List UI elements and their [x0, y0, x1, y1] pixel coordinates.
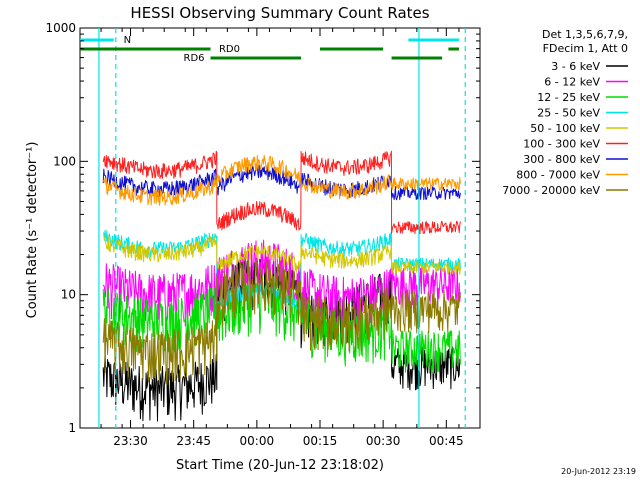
status-label-rd0: RD0 — [219, 44, 240, 55]
x-tick-label-2: 00:00 — [240, 434, 275, 448]
y-axis: 1 10 100 1000 — [45, 21, 480, 435]
x-tick-label-4: 00:30 — [366, 434, 401, 448]
legend-label-1: 6 - 12 keV — [544, 76, 600, 89]
x-axis-label: Start Time (20-Jun-12 23:18:02) — [176, 458, 384, 473]
status-label-n: N — [124, 35, 131, 46]
plot-area: N RD0 RD6 — [79, 27, 481, 429]
y-tick-label-3: 1000 — [45, 21, 76, 35]
plot-frame — [79, 27, 481, 429]
series-line-4 — [102, 234, 461, 275]
legend-label-3: 25 - 50 keV — [537, 107, 600, 120]
legend-header-0: Det 1,3,5,6,7,9, — [542, 28, 628, 41]
y-axis-label: Count Rate (s⁻¹ detector⁻¹) — [25, 142, 40, 319]
series-line-7 — [102, 154, 461, 206]
legend-label-5: 100 - 300 keV — [523, 138, 600, 151]
chart-title: HESSI Observing Summary Count Rates — [130, 4, 429, 22]
x-tick-label-1: 23:45 — [176, 434, 211, 448]
legend-label-8: 7000 - 20000 keV — [502, 184, 600, 197]
legend-label-6: 300 - 800 keV — [523, 153, 600, 166]
y-tick-label-1: 10 — [61, 288, 76, 302]
y-tick-label-2: 100 — [53, 154, 76, 168]
series-line-6 — [102, 163, 461, 201]
series-line-5 — [102, 150, 461, 235]
x-axis: 23:30 23:45 00:00 00:15 00:30 00:45 — [79, 28, 481, 448]
legend-label-2: 12 - 25 keV — [537, 91, 600, 104]
series-line-8 — [102, 258, 461, 386]
series-line-2 — [102, 281, 461, 374]
x-tick-label-5: 00:45 — [429, 434, 464, 448]
legend: Det 1,3,5,6,7,9,FDecim 1, Att 0 3 - 6 keV… — [502, 28, 628, 197]
timestamp: 20-Jun-2012 23:19 — [561, 467, 636, 476]
legend-label-7: 800 - 7000 keV — [516, 169, 600, 182]
x-tick-label-3: 00:15 — [303, 434, 338, 448]
status-label-rd6: RD6 — [184, 53, 205, 64]
x-tick-label-0: 23:30 — [113, 434, 148, 448]
legend-label-4: 50 - 100 keV — [530, 122, 600, 135]
legend-header-1: FDecim 1, Att 0 — [543, 42, 628, 55]
legend-label-0: 3 - 6 keV — [551, 60, 600, 73]
y-tick-label-0: 1 — [68, 421, 76, 435]
